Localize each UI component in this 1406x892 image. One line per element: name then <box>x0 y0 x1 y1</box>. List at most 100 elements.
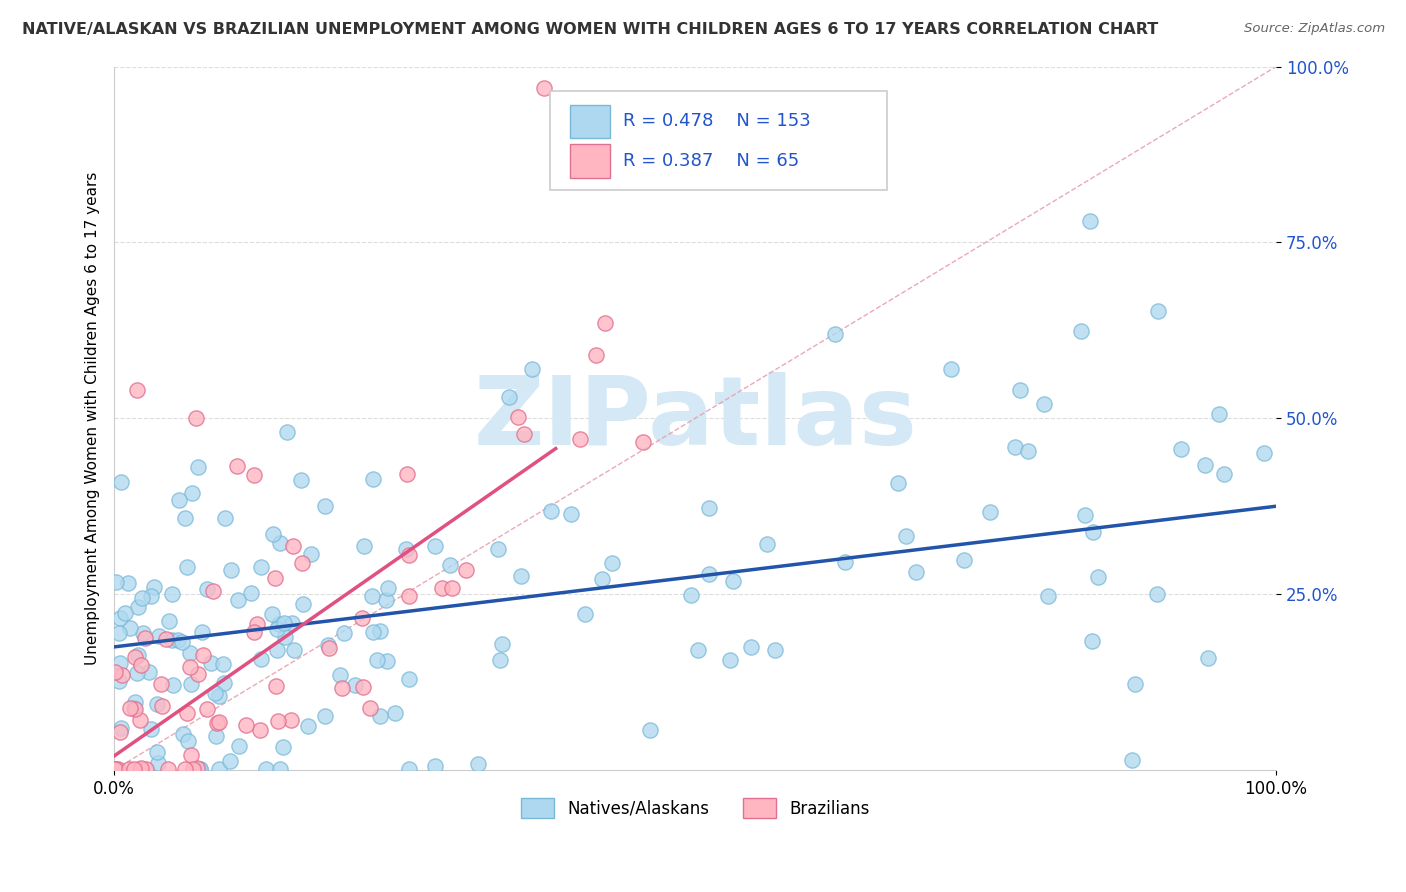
Point <box>104 762 127 776</box>
Point <box>250 652 273 666</box>
Point <box>1004 440 1026 454</box>
Point <box>186 761 208 775</box>
Point <box>591 572 613 586</box>
Point <box>979 505 1001 519</box>
Point <box>218 754 240 768</box>
Point <box>139 723 162 737</box>
Point <box>226 458 249 473</box>
Point <box>108 673 131 688</box>
Point <box>187 762 209 776</box>
Point <box>180 486 202 500</box>
Point <box>269 762 291 776</box>
Point <box>273 616 295 631</box>
Point <box>905 565 928 579</box>
Point <box>299 547 322 561</box>
Text: ZIPatlas: ZIPatlas <box>474 372 917 465</box>
Point <box>104 762 127 776</box>
Point <box>235 718 257 732</box>
Point <box>276 425 298 439</box>
Point <box>1194 458 1216 473</box>
Point <box>127 666 149 681</box>
Point <box>127 648 149 662</box>
Point <box>1146 587 1168 601</box>
Point <box>568 432 591 446</box>
Legend: Natives/Alaskans, Brazilians: Natives/Alaskans, Brazilians <box>515 791 876 825</box>
Point <box>242 467 264 482</box>
Point <box>887 476 910 491</box>
Point <box>361 472 384 486</box>
Point <box>1197 651 1219 665</box>
Point <box>266 622 288 636</box>
Point <box>104 575 127 590</box>
Point <box>264 679 287 693</box>
Point <box>187 667 209 681</box>
Point <box>128 762 150 776</box>
Point <box>129 761 152 775</box>
Point <box>207 715 229 730</box>
Point <box>149 677 172 691</box>
Point <box>522 362 544 376</box>
Point <box>361 624 384 639</box>
Point <box>246 617 269 632</box>
Point <box>127 383 149 397</box>
Point <box>440 581 463 595</box>
Point <box>1032 397 1054 411</box>
Point <box>263 571 285 585</box>
Point <box>368 624 391 638</box>
Point <box>148 630 170 644</box>
Point <box>110 656 132 670</box>
Point <box>361 590 384 604</box>
Point <box>697 500 720 515</box>
Point <box>1078 214 1101 228</box>
Point <box>267 714 290 728</box>
Point <box>574 607 596 622</box>
Point <box>145 745 167 759</box>
Point <box>266 642 288 657</box>
Point <box>142 580 165 594</box>
Point <box>157 762 180 776</box>
Point <box>953 552 976 566</box>
Point <box>398 589 420 603</box>
Point <box>274 630 297 644</box>
Point <box>177 734 200 748</box>
Point <box>697 566 720 581</box>
Point <box>122 700 145 714</box>
Point <box>131 591 153 606</box>
Point <box>187 460 209 475</box>
Point <box>183 762 205 776</box>
Point <box>1208 407 1230 421</box>
Text: R = 0.387    N = 65: R = 0.387 N = 65 <box>623 152 800 169</box>
Point <box>512 426 534 441</box>
Point <box>179 646 201 660</box>
Point <box>1036 589 1059 603</box>
Point <box>240 586 263 600</box>
Bar <box>569 144 610 178</box>
Point <box>127 599 149 614</box>
Point <box>128 713 150 727</box>
Point <box>262 527 284 541</box>
Point <box>146 697 169 711</box>
Point <box>188 762 211 776</box>
Point <box>141 589 163 603</box>
Point <box>108 725 131 739</box>
Point <box>260 607 283 622</box>
Point <box>195 582 218 597</box>
Point <box>824 326 846 341</box>
Point <box>172 727 194 741</box>
Point <box>269 536 291 550</box>
FancyBboxPatch shape <box>550 91 887 190</box>
Bar <box>569 104 610 138</box>
Point <box>254 762 277 776</box>
Point <box>1123 677 1146 691</box>
Point <box>280 713 302 727</box>
Point <box>314 499 336 513</box>
Point <box>281 615 304 630</box>
Point <box>353 680 375 694</box>
Point <box>506 410 529 425</box>
Point <box>267 617 290 632</box>
Point <box>208 762 231 776</box>
Point <box>160 632 183 647</box>
Point <box>124 695 146 709</box>
Y-axis label: Unemployment Among Women with Children Ages 6 to 17 years: Unemployment Among Women with Children A… <box>86 171 100 665</box>
Point <box>135 762 157 776</box>
